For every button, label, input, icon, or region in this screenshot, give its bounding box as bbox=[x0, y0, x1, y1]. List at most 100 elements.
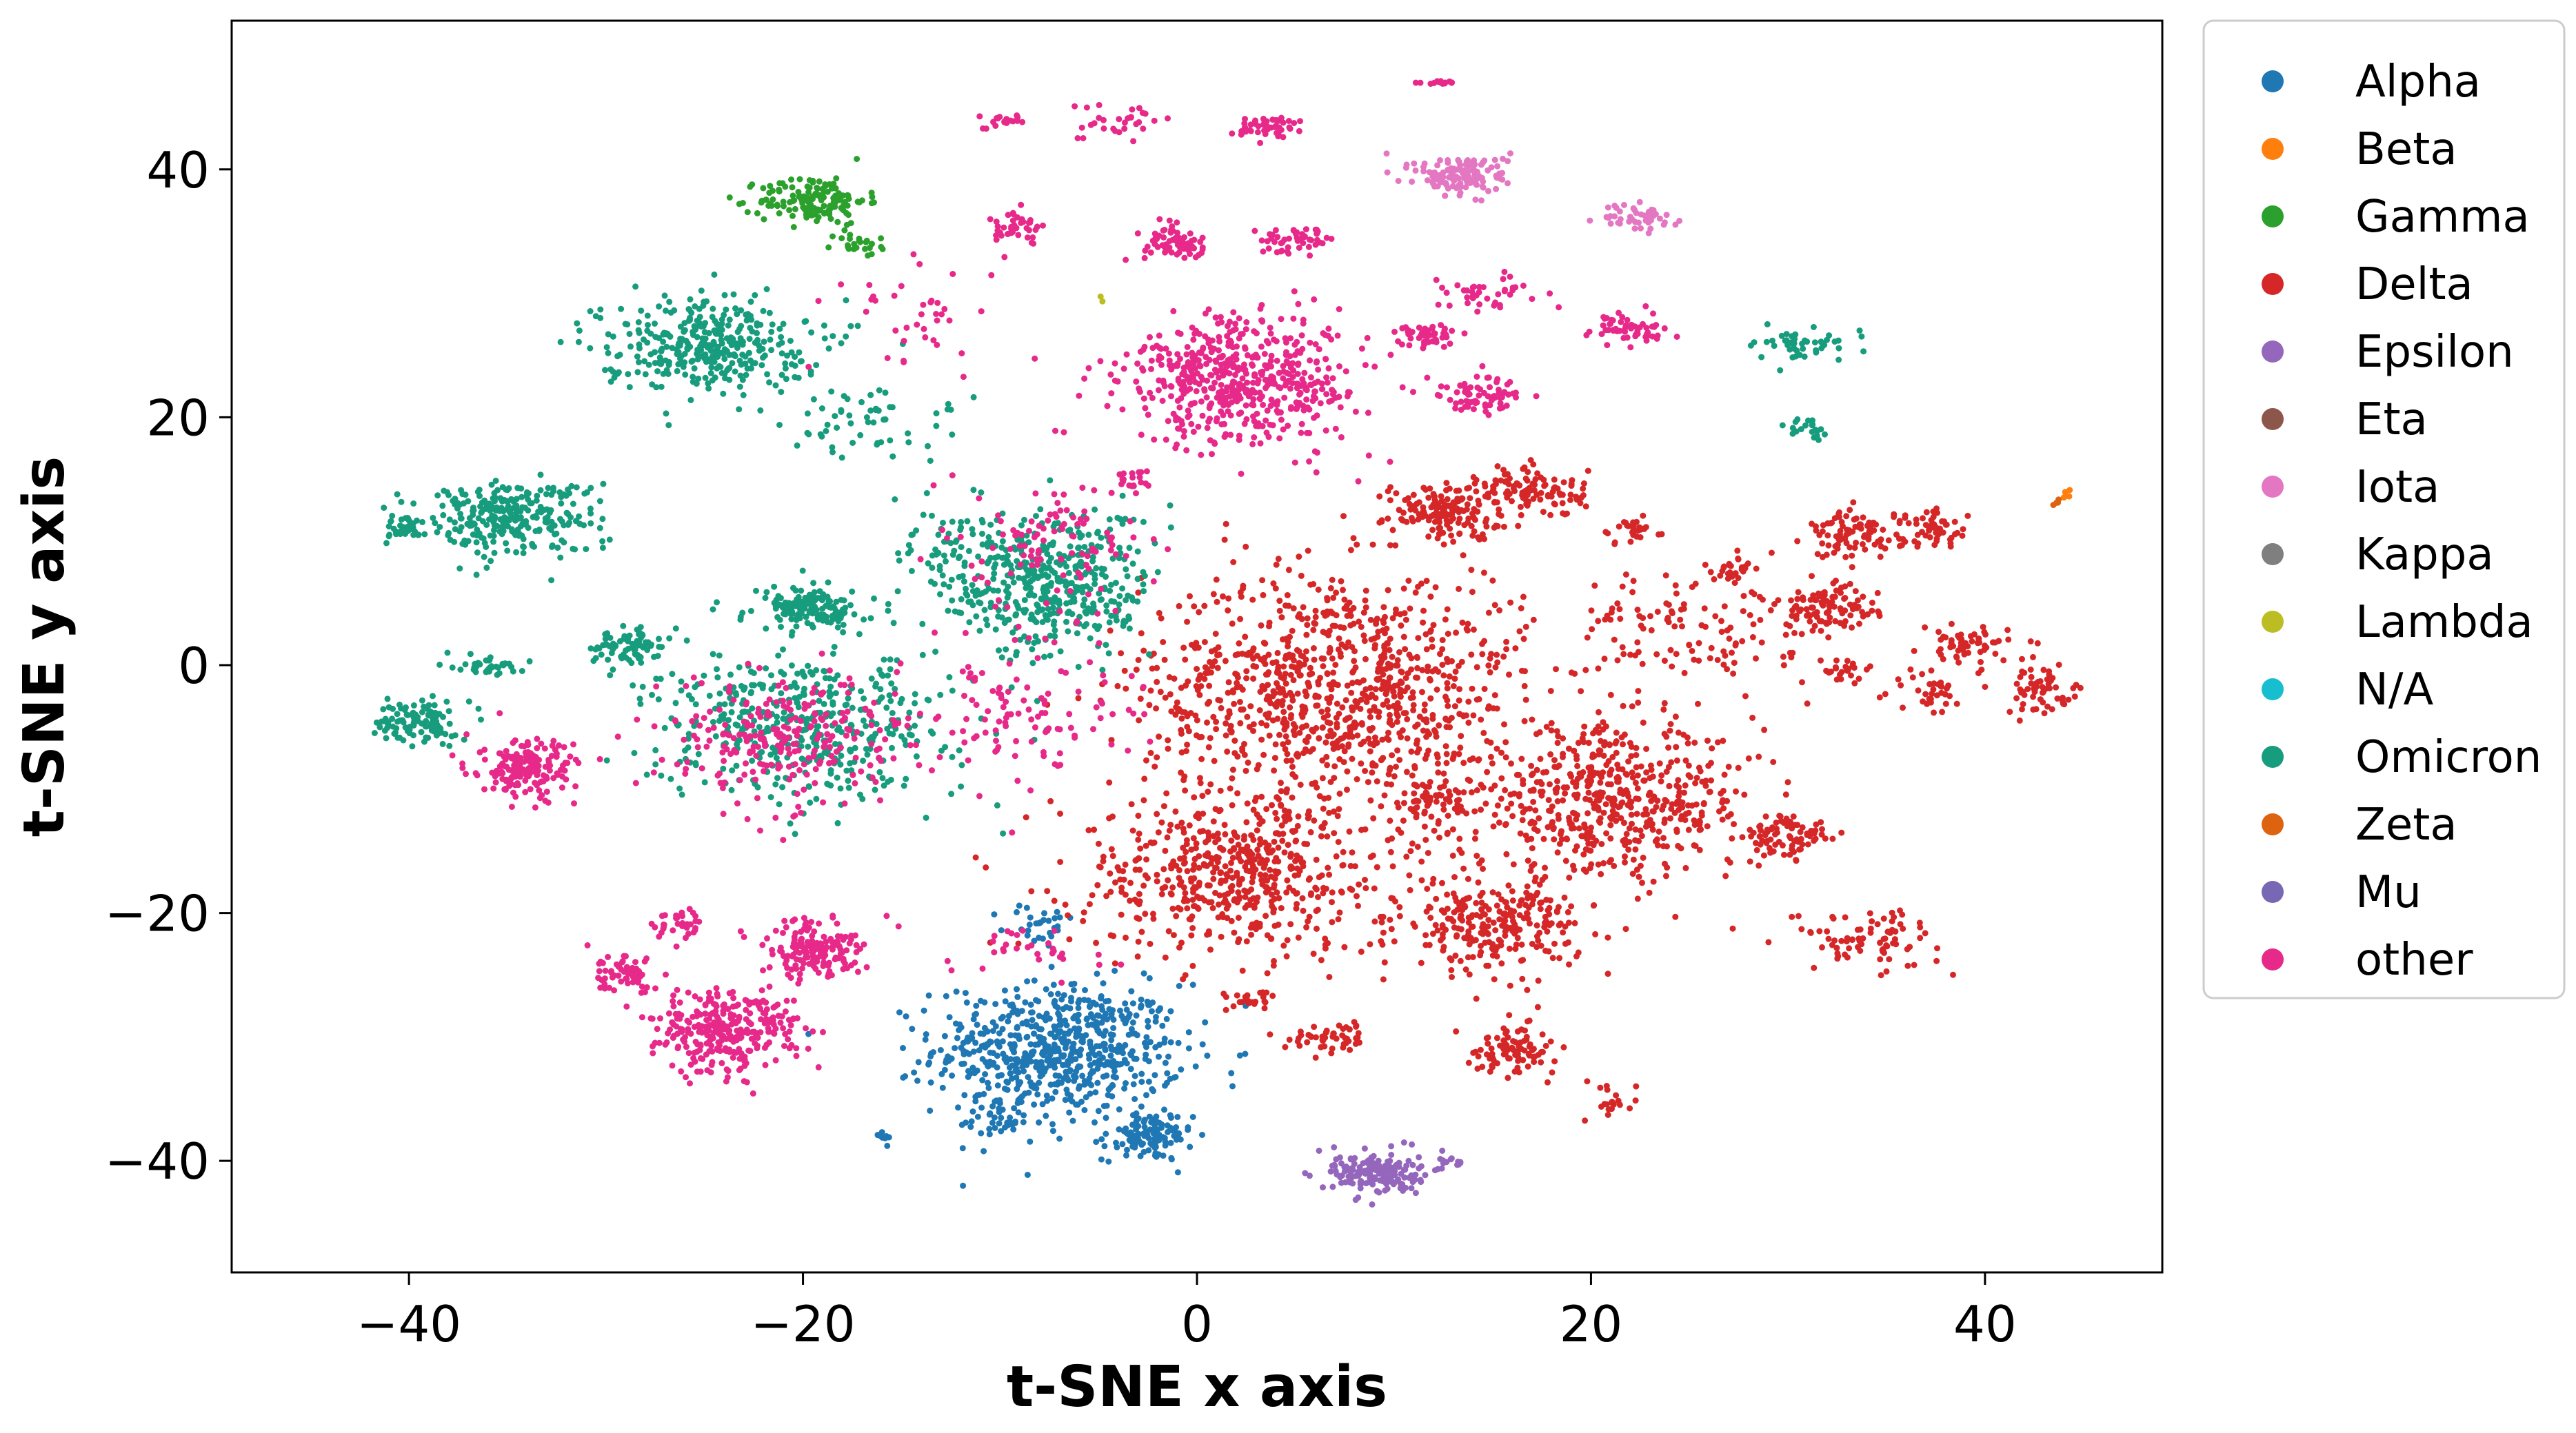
data-point bbox=[1442, 743, 1449, 750]
data-point bbox=[1452, 668, 1459, 675]
data-point bbox=[1229, 620, 1236, 627]
data-point bbox=[1485, 662, 1492, 669]
data-point bbox=[900, 1045, 906, 1051]
data-point bbox=[1045, 917, 1052, 924]
data-point bbox=[1378, 803, 1385, 810]
data-point bbox=[1923, 509, 1930, 516]
data-point bbox=[1367, 941, 1373, 948]
data-point bbox=[1104, 1059, 1111, 1066]
data-point bbox=[1307, 829, 1314, 835]
data-point bbox=[1781, 851, 1787, 858]
data-point bbox=[1353, 1024, 1360, 1030]
data-point bbox=[1232, 670, 1239, 677]
data-point bbox=[1658, 778, 1664, 785]
data-point bbox=[1451, 703, 1458, 710]
data-point bbox=[1182, 656, 1189, 663]
data-point bbox=[1215, 696, 1222, 703]
data-point bbox=[1507, 150, 1513, 156]
data-point bbox=[1354, 541, 1360, 548]
data-point bbox=[1376, 1189, 1382, 1196]
data-point bbox=[1695, 764, 1702, 771]
data-point bbox=[1391, 1163, 1398, 1170]
data-point bbox=[1379, 736, 1386, 743]
data-point bbox=[1704, 738, 1711, 744]
data-point bbox=[1433, 798, 1440, 805]
data-point bbox=[1032, 1041, 1039, 1048]
data-point bbox=[1615, 804, 1622, 811]
data-point bbox=[1865, 533, 1872, 540]
data-point bbox=[1070, 1041, 1077, 1048]
data-point bbox=[989, 1119, 996, 1126]
data-point bbox=[1834, 541, 1841, 548]
data-point bbox=[1239, 967, 1246, 974]
data-point bbox=[1103, 1130, 1109, 1137]
data-point bbox=[1533, 779, 1540, 786]
data-point bbox=[1320, 655, 1327, 662]
data-point bbox=[1554, 740, 1561, 746]
data-point bbox=[1543, 896, 1550, 903]
data-point bbox=[1283, 889, 1290, 896]
data-point bbox=[1718, 790, 1724, 797]
data-point bbox=[1338, 889, 1345, 896]
data-point bbox=[1189, 876, 1196, 883]
data-point bbox=[1385, 837, 1391, 844]
data-point bbox=[1650, 878, 1657, 885]
data-point bbox=[1028, 1009, 1034, 1016]
data-point bbox=[1445, 702, 1451, 709]
data-point bbox=[1978, 659, 1984, 665]
data-point bbox=[1080, 909, 1087, 916]
data-point bbox=[1107, 627, 1114, 634]
data-point bbox=[1248, 931, 1255, 938]
data-point bbox=[1427, 915, 1434, 921]
data-point bbox=[1325, 939, 1331, 946]
data-point bbox=[1183, 848, 1189, 855]
data-point bbox=[1846, 945, 1853, 952]
data-point bbox=[1378, 757, 1385, 764]
data-point bbox=[1270, 688, 1277, 695]
data-point bbox=[1603, 762, 1610, 769]
data-point bbox=[1107, 870, 1114, 877]
data-point bbox=[1400, 509, 1407, 516]
data-point bbox=[1304, 615, 1311, 622]
data-point bbox=[1819, 944, 1825, 951]
data-point bbox=[1742, 693, 1749, 700]
data-point bbox=[1529, 771, 1536, 777]
data-point bbox=[1181, 895, 1188, 902]
data-point bbox=[1585, 835, 1592, 842]
data-point bbox=[1027, 914, 1034, 921]
data-point bbox=[1634, 772, 1641, 779]
data-point bbox=[1373, 740, 1380, 746]
data-point bbox=[1878, 972, 1884, 979]
data-point bbox=[1214, 664, 1221, 671]
data-point bbox=[1745, 755, 1752, 762]
data-point bbox=[1094, 1027, 1101, 1034]
data-point bbox=[1838, 669, 1845, 675]
data-point bbox=[1229, 802, 1236, 809]
data-point bbox=[1173, 913, 1180, 919]
data-point bbox=[1384, 169, 1391, 176]
data-point bbox=[1624, 789, 1631, 796]
data-point bbox=[1519, 817, 1526, 824]
data-point bbox=[1505, 882, 1512, 889]
data-point bbox=[1491, 499, 1498, 506]
data-point bbox=[1824, 928, 1831, 935]
data-point bbox=[788, 176, 794, 183]
data-point bbox=[1427, 695, 1434, 702]
data-point bbox=[1318, 957, 1325, 964]
data-point bbox=[1789, 842, 1795, 849]
data-point bbox=[1756, 823, 1763, 830]
data-point bbox=[1294, 852, 1300, 859]
data-point bbox=[1388, 926, 1395, 933]
data-point bbox=[1637, 534, 1644, 540]
data-point bbox=[809, 193, 816, 200]
data-point bbox=[1367, 616, 1374, 623]
data-point bbox=[1471, 516, 1478, 523]
data-point bbox=[1271, 767, 1278, 774]
data-point bbox=[1100, 980, 1107, 987]
data-point bbox=[1740, 608, 1747, 615]
data-point bbox=[1496, 908, 1503, 915]
point-cluster bbox=[726, 156, 877, 230]
data-point bbox=[1860, 613, 1866, 620]
data-point bbox=[1607, 822, 1614, 829]
data-point bbox=[1306, 1172, 1313, 1179]
